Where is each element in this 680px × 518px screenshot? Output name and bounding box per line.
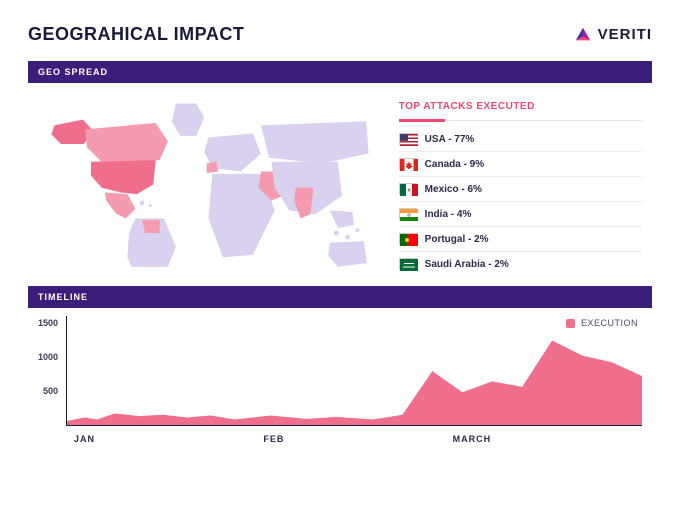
country-label: Portugal - 2% xyxy=(425,234,489,245)
legend-swatch xyxy=(566,319,575,328)
world-map-svg xyxy=(38,97,379,267)
top-attacks-title: TOP ATTACKS EXECUTED xyxy=(399,97,642,120)
timeline-body: EXECUTION 1500 1000 500 JANFEBMARCH xyxy=(28,308,652,444)
us-flag-icon xyxy=(399,133,417,145)
legend-label: EXECUTION xyxy=(581,318,638,328)
country-row: Portugal - 2% xyxy=(399,227,642,252)
x-axis: JANFEBMARCH xyxy=(74,434,642,444)
country-row: USA - 77% xyxy=(399,127,642,152)
timeline-section-bar: TIMELINE xyxy=(28,286,652,308)
y-tick-label: 1500 xyxy=(38,318,58,328)
mx-flag-icon xyxy=(399,183,417,195)
y-axis: 1500 1000 500 xyxy=(38,316,66,426)
country-row: India - 4% xyxy=(399,202,642,227)
brand-logo: VERITI xyxy=(574,26,652,44)
country-label: Saudi Arabia - 2% xyxy=(425,259,509,270)
pt-flag-icon xyxy=(399,233,417,245)
y-tick-label: 500 xyxy=(43,386,58,396)
x-tick-label: MARCH xyxy=(453,434,642,444)
area-chart-svg xyxy=(67,316,642,425)
ca-flag-icon xyxy=(399,158,417,170)
x-tick-label: FEB xyxy=(263,434,452,444)
geo-spread-section-bar: GEO SPREAD xyxy=(28,61,652,83)
plot-area xyxy=(66,316,642,426)
in-flag-icon xyxy=(399,208,417,220)
country-row: Canada - 9% xyxy=(399,152,642,177)
country-list: USA - 77% Canada - 9% Mexico - 6% India - 4… xyxy=(399,127,642,276)
country-label: India - 4% xyxy=(425,209,472,220)
country-label: Mexico - 6% xyxy=(425,184,482,195)
world-map xyxy=(38,97,379,276)
brand-logo-icon xyxy=(574,26,592,44)
x-tick-label: JAN xyxy=(74,434,263,444)
geo-spread-body: TOP ATTACKS EXECUTED USA - 77% Canada - 9… xyxy=(28,83,652,286)
country-label: USA - 77% xyxy=(425,134,475,145)
header: GEOGRAHICAL IMPACT VERITI xyxy=(28,24,652,45)
timeline-legend: EXECUTION xyxy=(566,318,638,328)
top-attacks-panel: TOP ATTACKS EXECUTED USA - 77% Canada - 9… xyxy=(399,97,642,276)
page-title: GEOGRAHICAL IMPACT xyxy=(28,24,244,45)
country-row: Saudi Arabia - 2% xyxy=(399,252,642,276)
brand-name: VERITI xyxy=(598,26,652,43)
title-underline xyxy=(399,120,642,121)
country-label: Canada - 9% xyxy=(425,159,484,170)
timeline-chart: 1500 1000 500 xyxy=(38,316,642,426)
y-tick-label: 1000 xyxy=(38,352,58,362)
country-row: Mexico - 6% xyxy=(399,177,642,202)
sa-flag-icon xyxy=(399,258,417,270)
execution-area-series xyxy=(67,341,642,425)
